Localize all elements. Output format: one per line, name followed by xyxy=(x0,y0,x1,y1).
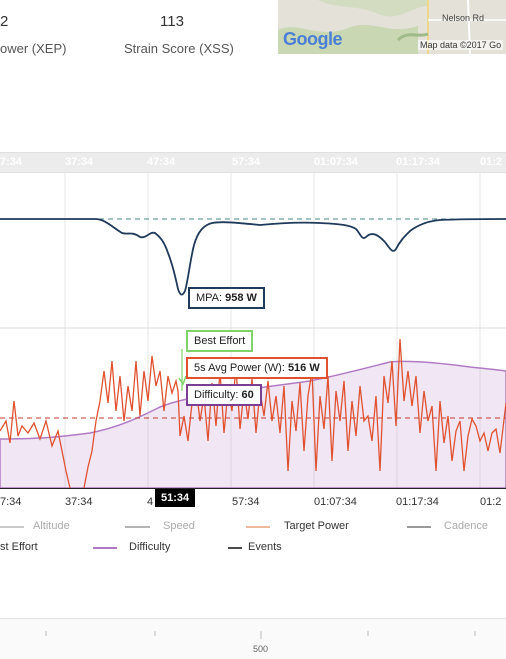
distance-ticks xyxy=(45,631,476,639)
altitude-swatch xyxy=(0,526,24,528)
legend-altitude[interactable]: Altitude xyxy=(33,520,70,532)
xss-label: Strain Score (XSS) xyxy=(124,41,234,56)
time-tick: 7:34 xyxy=(0,156,23,168)
xep-label: ower (XEP) xyxy=(0,41,67,56)
map-attribution[interactable]: Map data ©2017 Go xyxy=(418,40,504,50)
distance-tick-label: 500 xyxy=(253,644,269,654)
legend-best-effort[interactable]: st Effort xyxy=(0,541,38,553)
legend-speed[interactable]: Speed xyxy=(163,520,195,532)
difficulty-label: Difficulty: xyxy=(194,389,242,401)
legend-cadence[interactable]: Cadence xyxy=(444,520,489,532)
legend-row-1: Altitude Speed Target Power Cadence xyxy=(0,520,506,534)
route-map[interactable]: Nelson Rd Google Map data ©2017 Go xyxy=(278,0,506,54)
target-power-swatch xyxy=(246,526,270,528)
x-tick: 37:34 xyxy=(65,496,93,508)
time-navigator[interactable]: 7:34 37:34 47:34 57:34 01:07:34 01:17:34… xyxy=(0,152,506,173)
cadence-swatch xyxy=(407,526,431,528)
legend-row-2: st Effort Difficulty Events xyxy=(0,541,506,555)
x-tick: 01:2 xyxy=(480,496,502,508)
power-line xyxy=(0,338,506,489)
map-terrain xyxy=(278,0,506,54)
difficulty-swatch xyxy=(93,547,117,549)
legend-target-power[interactable]: Target Power xyxy=(284,520,349,532)
speed-swatch xyxy=(125,526,150,528)
x-axis-line xyxy=(0,488,506,489)
legend-difficulty[interactable]: Difficulty xyxy=(129,541,171,553)
time-tick: 01:17:34 xyxy=(396,156,441,168)
time-tick: 01:07:34 xyxy=(314,156,359,168)
avg-power-callout: 5s Avg Power (W): 516 W xyxy=(186,357,328,379)
time-tick: 47:34 xyxy=(147,156,176,168)
avg-power-label: 5s Avg Power (W): xyxy=(194,362,288,374)
avg-power-value: 516 W xyxy=(287,362,320,374)
x-tick: 7:34 xyxy=(0,496,22,508)
mpa-callout-value: 958 W xyxy=(225,292,257,304)
time-tick: 01:2 xyxy=(480,156,503,168)
google-logo: Google xyxy=(283,29,343,49)
difficulty-callout: Difficulty: 60 xyxy=(186,384,262,406)
x-tick: 4 xyxy=(147,496,154,508)
distance-axis[interactable]: 500 xyxy=(0,618,506,659)
xep-value: 2 xyxy=(0,13,9,30)
map-road-label: Nelson Rd xyxy=(442,13,485,23)
x-tick: 01:07:34 xyxy=(314,496,357,508)
difficulty-value: 60 xyxy=(241,389,254,401)
best-effort-callout: Best Effort xyxy=(186,330,254,352)
mpa-callout: MPA: 958 W xyxy=(188,287,265,309)
mpa-line xyxy=(0,218,506,296)
difficulty-area xyxy=(0,360,506,489)
legend-events[interactable]: Events xyxy=(248,541,282,553)
ride-charts[interactable] xyxy=(0,171,506,489)
events-swatch xyxy=(228,547,242,549)
time-tick: 37:34 xyxy=(65,156,94,168)
cursor-time-badge: 51:34 xyxy=(155,489,196,507)
xss-value: 113 xyxy=(160,13,184,30)
best-effort-marker xyxy=(178,375,187,386)
time-tick: 57:34 xyxy=(232,156,261,168)
x-tick: 01:17:34 xyxy=(396,496,439,508)
mpa-callout-label: MPA: xyxy=(196,292,226,304)
x-tick: 57:34 xyxy=(232,496,260,508)
